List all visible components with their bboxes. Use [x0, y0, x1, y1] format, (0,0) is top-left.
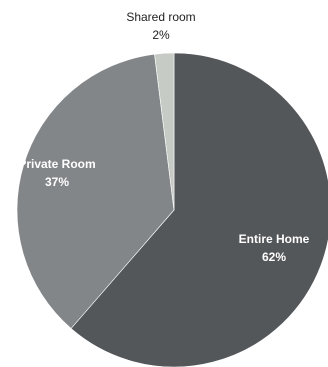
slice-label-shared-room: Shared room	[126, 10, 195, 24]
slice-percent-shared-room: 2%	[152, 28, 170, 42]
pie-slices	[16, 52, 328, 367]
pie-slice-shared-room	[154, 52, 175, 211]
slice-percent-entire-home: 62%	[262, 250, 286, 264]
pie-slice-entire-home	[70, 52, 328, 367]
slice-label-private-room: Private Room	[18, 157, 95, 171]
pie-slice-private-room	[16, 53, 175, 329]
slice-percent-private-room: 37%	[45, 175, 69, 189]
pie-labels: Entire Home 62% Private Room 37% Shared …	[18, 10, 309, 264]
slice-label-entire-home: Entire Home	[239, 232, 310, 246]
